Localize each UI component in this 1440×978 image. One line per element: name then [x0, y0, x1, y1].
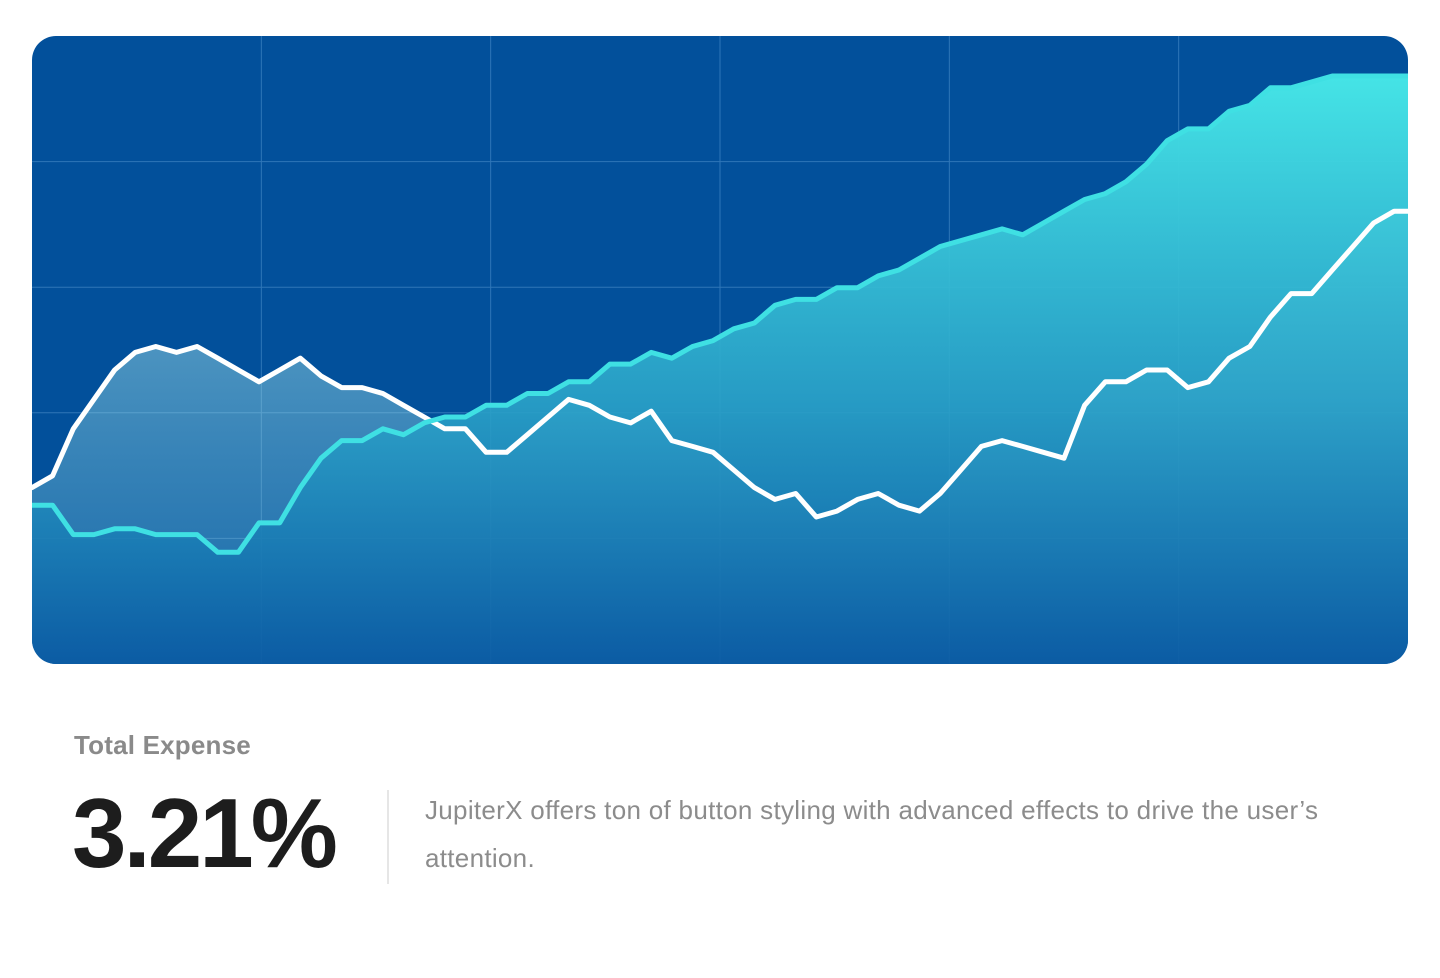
divider	[387, 790, 389, 884]
stat-description: JupiterX offers ton of button styling wi…	[425, 795, 1319, 873]
chart-lines	[32, 73, 1408, 555]
cyan-series-line	[32, 73, 1408, 555]
stat-label: Total Expense	[74, 730, 251, 760]
chart-areas	[32, 76, 1408, 664]
stat-value: 3.21%	[72, 778, 338, 888]
area-chart	[32, 36, 1408, 664]
cyan-series-area	[32, 76, 1408, 664]
chart-card	[32, 36, 1408, 664]
white-series-line	[32, 208, 1408, 520]
